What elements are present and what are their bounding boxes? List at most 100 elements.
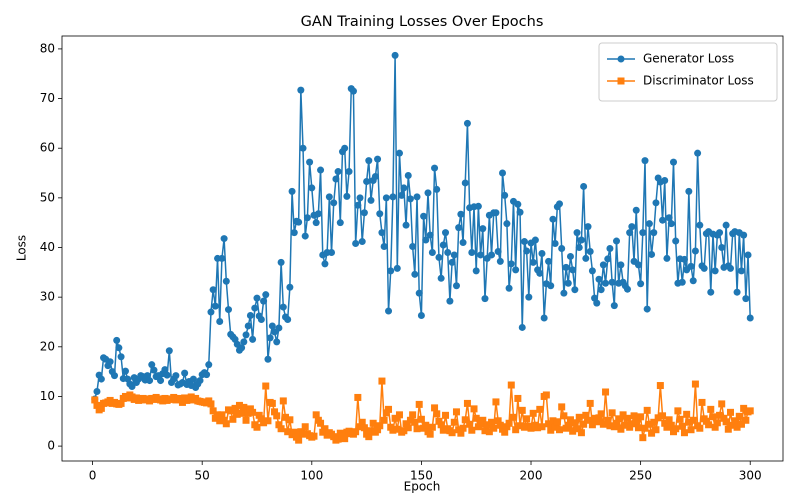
data-point xyxy=(716,229,724,237)
x-tick-label: 250 xyxy=(629,469,652,483)
data-point xyxy=(442,229,450,237)
data-point xyxy=(667,421,675,429)
data-point xyxy=(626,229,634,237)
data-point xyxy=(415,400,423,408)
data-point xyxy=(330,199,338,207)
data-point xyxy=(558,403,566,411)
data-point xyxy=(580,182,588,190)
data-point xyxy=(556,426,564,434)
data-point xyxy=(288,187,296,195)
data-point xyxy=(367,427,375,435)
data-point xyxy=(224,306,232,314)
data-point xyxy=(420,212,428,220)
data-point xyxy=(352,428,360,436)
data-point xyxy=(148,361,156,369)
data-point xyxy=(556,200,564,208)
data-point xyxy=(244,322,252,330)
data-point xyxy=(696,424,704,432)
data-point xyxy=(227,407,235,415)
data-point xyxy=(404,172,412,180)
data-point xyxy=(672,237,680,245)
data-point xyxy=(507,260,515,268)
data-point xyxy=(422,236,430,244)
data-point xyxy=(648,429,656,437)
data-point xyxy=(634,424,642,432)
data-point xyxy=(678,422,686,430)
data-point xyxy=(674,407,682,415)
data-point xyxy=(527,424,535,432)
data-point xyxy=(233,410,241,418)
data-point xyxy=(472,414,480,422)
data-point xyxy=(209,407,217,415)
data-point xyxy=(641,157,649,165)
data-point xyxy=(402,221,410,229)
data-point xyxy=(488,418,496,426)
data-point xyxy=(205,361,213,369)
data-point xyxy=(356,423,364,431)
data-point xyxy=(722,418,730,426)
data-point xyxy=(643,406,651,414)
data-point xyxy=(606,422,614,430)
data-point xyxy=(691,380,699,388)
data-point xyxy=(516,208,524,216)
data-point xyxy=(595,414,603,422)
data-point xyxy=(637,280,645,288)
data-point xyxy=(286,283,294,291)
data-point xyxy=(400,427,408,435)
data-point xyxy=(529,258,537,266)
data-point xyxy=(240,403,248,411)
data-point xyxy=(516,422,524,430)
data-point xyxy=(93,401,101,409)
data-point xyxy=(551,423,559,431)
data-point xyxy=(437,421,445,429)
data-point xyxy=(650,418,658,426)
data-point xyxy=(551,240,559,248)
data-point xyxy=(566,252,574,260)
data-point xyxy=(303,214,311,222)
data-point xyxy=(374,155,382,163)
x-tick-label: 100 xyxy=(300,469,323,483)
data-point xyxy=(334,435,342,443)
data-point xyxy=(358,238,366,246)
data-point xyxy=(595,275,603,283)
data-point xyxy=(501,428,509,436)
data-point xyxy=(643,305,651,313)
data-point xyxy=(356,194,364,202)
data-point xyxy=(409,411,417,419)
data-point xyxy=(181,369,189,377)
x-tick-label: 300 xyxy=(739,469,762,483)
data-point xyxy=(413,193,421,201)
data-point xyxy=(203,371,211,379)
data-point xyxy=(470,405,478,413)
data-point xyxy=(299,144,307,152)
data-point xyxy=(216,317,224,325)
data-point xyxy=(700,264,708,272)
data-point xyxy=(260,297,268,305)
data-point xyxy=(389,193,397,201)
data-point xyxy=(395,411,403,419)
data-point xyxy=(325,193,333,201)
data-point xyxy=(402,420,410,428)
data-point xyxy=(632,417,640,425)
data-point xyxy=(716,411,724,419)
data-point xyxy=(711,267,719,275)
data-point xyxy=(385,405,393,413)
y-tick-label: 20 xyxy=(40,339,55,353)
data-point xyxy=(117,353,125,361)
data-point xyxy=(670,158,678,166)
data-point xyxy=(271,408,279,416)
data-point xyxy=(358,418,366,426)
data-point xyxy=(661,419,669,427)
data-point xyxy=(610,302,618,310)
data-point xyxy=(637,413,645,421)
y-tick-label: 60 xyxy=(40,141,55,155)
data-point xyxy=(718,400,726,408)
x-axis-label: Epoch xyxy=(404,480,441,494)
data-point xyxy=(698,398,706,406)
data-point xyxy=(317,166,325,174)
x-tick-label: 50 xyxy=(195,469,210,483)
data-point xyxy=(354,393,362,401)
data-point xyxy=(238,409,246,417)
data-point xyxy=(369,419,377,427)
data-point xyxy=(417,415,425,423)
